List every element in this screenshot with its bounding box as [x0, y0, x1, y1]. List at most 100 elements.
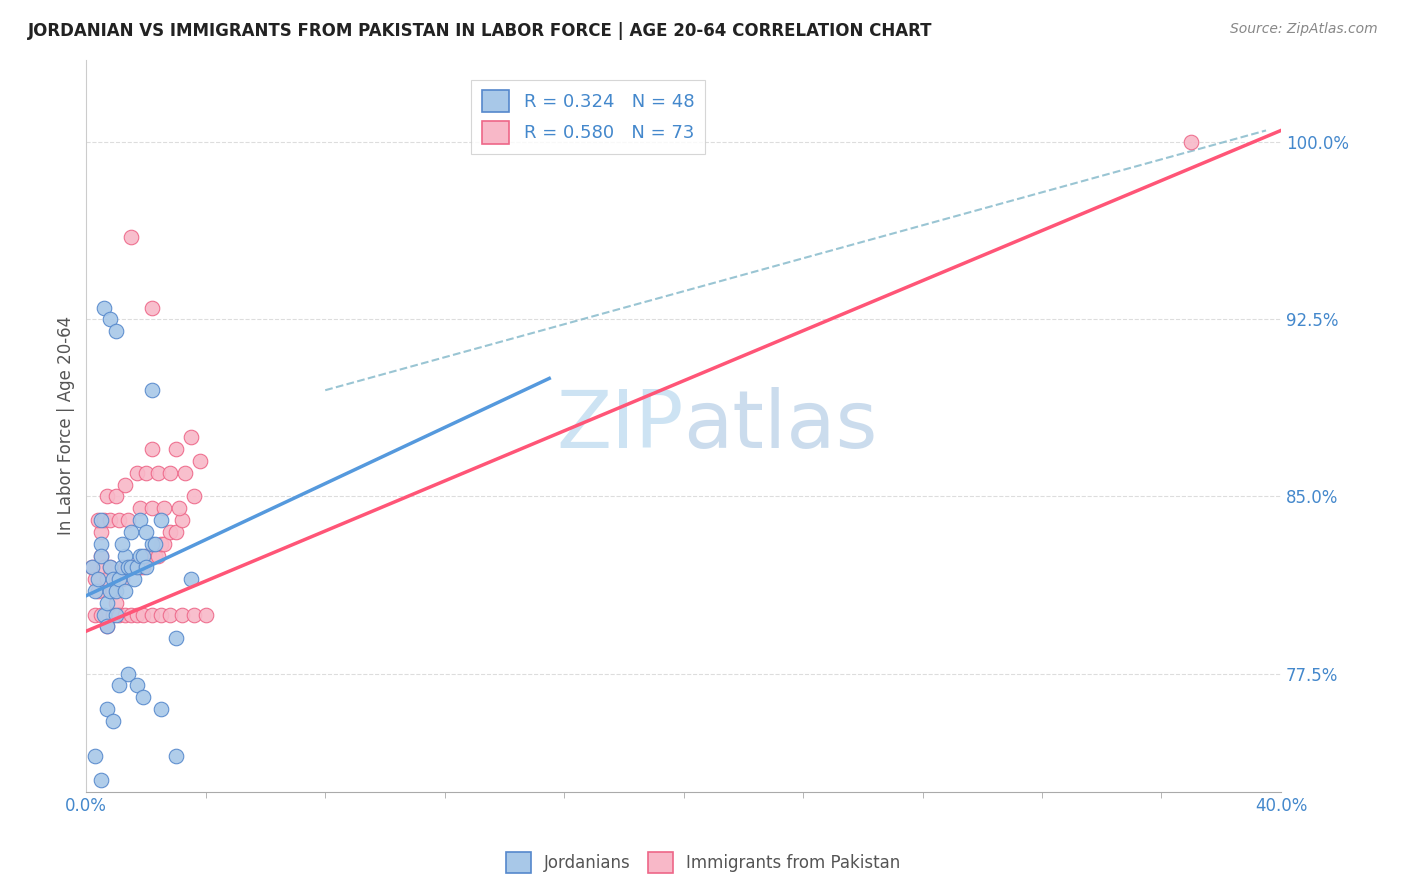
Point	[135, 549, 157, 563]
Point	[101, 584, 124, 599]
Point	[98, 513, 121, 527]
Point	[105, 324, 128, 338]
Point	[159, 524, 181, 539]
Point	[143, 537, 166, 551]
Point	[183, 490, 205, 504]
Point	[141, 607, 163, 622]
Point	[101, 572, 124, 586]
Point	[117, 513, 139, 527]
Point	[96, 702, 118, 716]
Point	[165, 442, 187, 457]
Point	[129, 549, 152, 563]
Point	[146, 549, 169, 563]
Point	[125, 560, 148, 574]
Point	[188, 454, 211, 468]
Point	[149, 607, 172, 622]
Legend: Jordanians, Immigrants from Pakistan: Jordanians, Immigrants from Pakistan	[499, 846, 907, 880]
Point	[138, 549, 160, 563]
Point	[135, 466, 157, 480]
Point	[96, 596, 118, 610]
Point	[149, 513, 172, 527]
Point	[90, 549, 112, 563]
Text: Source: ZipAtlas.com: Source: ZipAtlas.com	[1230, 22, 1378, 37]
Point	[153, 537, 176, 551]
Point	[125, 560, 148, 574]
Point	[141, 383, 163, 397]
Point	[114, 549, 136, 563]
Point	[167, 501, 190, 516]
Point	[120, 229, 142, 244]
Text: ZIP: ZIP	[557, 386, 683, 465]
Point	[132, 607, 155, 622]
Point	[165, 749, 187, 764]
Point	[90, 513, 112, 527]
Point	[98, 560, 121, 574]
Point	[82, 560, 104, 574]
Point	[98, 312, 121, 326]
Point	[170, 607, 193, 622]
Point	[194, 607, 217, 622]
Point	[165, 524, 187, 539]
Point	[87, 513, 110, 527]
Point	[117, 560, 139, 574]
Point	[183, 607, 205, 622]
Point	[122, 572, 145, 586]
Text: atlas: atlas	[683, 386, 877, 465]
Point	[170, 513, 193, 527]
Point	[120, 524, 142, 539]
Point	[159, 607, 181, 622]
Point	[111, 572, 134, 586]
Point	[108, 572, 131, 586]
Point	[132, 560, 155, 574]
Point	[165, 631, 187, 645]
Point	[105, 596, 128, 610]
Point	[84, 584, 107, 599]
Point	[93, 607, 115, 622]
Point	[180, 572, 202, 586]
Point	[149, 702, 172, 716]
Point	[87, 584, 110, 599]
Point	[114, 560, 136, 574]
Point	[101, 607, 124, 622]
Point	[141, 501, 163, 516]
Point	[129, 513, 152, 527]
Point	[135, 560, 157, 574]
Point	[93, 560, 115, 574]
Point	[125, 466, 148, 480]
Point	[90, 607, 112, 622]
Point	[108, 572, 131, 586]
Point	[96, 572, 118, 586]
Point	[141, 301, 163, 315]
Y-axis label: In Labor Force | Age 20-64: In Labor Force | Age 20-64	[58, 316, 75, 535]
Point	[114, 477, 136, 491]
Point	[1180, 135, 1202, 149]
Point	[93, 301, 115, 315]
Point	[159, 466, 181, 480]
Point	[173, 466, 195, 480]
Point	[82, 560, 104, 574]
Point	[117, 666, 139, 681]
Point	[105, 607, 128, 622]
Point	[132, 549, 155, 563]
Point	[96, 619, 118, 633]
Point	[108, 678, 131, 692]
Point	[141, 537, 163, 551]
Point	[132, 690, 155, 705]
Point	[141, 442, 163, 457]
Point	[98, 584, 121, 599]
Point	[120, 560, 142, 574]
Point	[125, 678, 148, 692]
Point	[129, 501, 152, 516]
Point	[135, 524, 157, 539]
Point	[141, 549, 163, 563]
Point	[84, 572, 107, 586]
Point	[105, 572, 128, 586]
Point	[90, 537, 112, 551]
Point	[153, 501, 176, 516]
Point	[105, 490, 128, 504]
Point	[180, 430, 202, 444]
Point	[90, 549, 112, 563]
Point	[114, 607, 136, 622]
Point	[96, 490, 118, 504]
Point	[146, 466, 169, 480]
